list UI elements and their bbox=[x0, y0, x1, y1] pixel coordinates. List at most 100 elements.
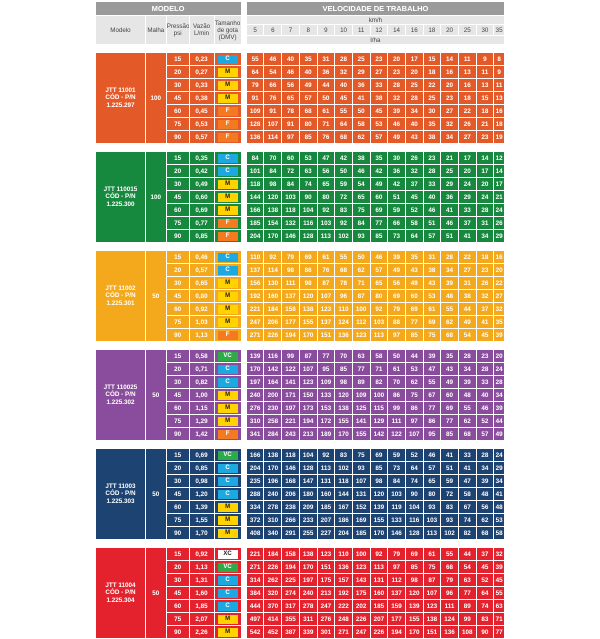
application-rate-cell: 32 bbox=[493, 547, 505, 561]
application-rate-cell: 155 bbox=[298, 315, 318, 329]
application-rate-cell: 69 bbox=[369, 448, 389, 462]
application-rate-cell: 55 bbox=[422, 375, 442, 389]
application-rate-cell: 46 bbox=[387, 117, 406, 131]
droplet-size-badge: M bbox=[217, 93, 238, 103]
column-header-gota: Tamanho de gota (DMV) bbox=[213, 15, 242, 45]
application-rate-cell: 56 bbox=[281, 78, 300, 92]
droplet-size-cell: XC bbox=[213, 547, 242, 561]
application-rate-cell: 233 bbox=[298, 513, 318, 527]
application-rate-cell: 133 bbox=[387, 513, 406, 527]
application-rate-cell: 92 bbox=[369, 547, 389, 561]
pressure-cell: 20 bbox=[165, 461, 190, 475]
application-rate-cell: 16 bbox=[457, 78, 477, 92]
application-rate-cell: 40 bbox=[334, 78, 353, 92]
group-spacer bbox=[95, 341, 505, 350]
application-rate-cell: 74 bbox=[457, 513, 477, 527]
group-spacer bbox=[95, 242, 505, 251]
application-rate-cell: 84 bbox=[245, 151, 265, 165]
droplet-size-cell: C bbox=[213, 599, 242, 613]
application-rate-cell: 38 bbox=[351, 151, 371, 165]
application-rate-cell: 55 bbox=[457, 401, 477, 415]
application-rate-cell: 139 bbox=[245, 349, 265, 363]
application-rate-cell: 39 bbox=[493, 328, 505, 342]
application-rate-cell: 170 bbox=[334, 427, 353, 441]
droplet-size-cell: C bbox=[213, 263, 242, 277]
droplet-size-badge: C bbox=[217, 54, 238, 64]
application-rate-cell: 118 bbox=[334, 474, 353, 488]
application-rate-cell: 68 bbox=[334, 263, 353, 277]
application-rate-cell: 172 bbox=[316, 414, 336, 428]
column-gap bbox=[240, 130, 247, 144]
application-rate-cell: 271 bbox=[245, 560, 265, 574]
pressure-cell: 30 bbox=[165, 276, 190, 290]
model-name-cell: JTT 11004 CÓD - P/N 1.225.304 bbox=[95, 547, 146, 639]
application-rate-cell: 52 bbox=[475, 414, 495, 428]
application-rate-cell: 271 bbox=[245, 328, 265, 342]
application-rate-cell: 29 bbox=[493, 229, 505, 243]
flow-rate-cell: 1,60 bbox=[188, 586, 215, 600]
modelo-section-title: MODELO bbox=[95, 2, 242, 16]
application-rate-cell: 17 bbox=[457, 151, 477, 165]
application-rate-cell: 20 bbox=[493, 263, 505, 277]
application-rate-cell: 100 bbox=[351, 547, 371, 561]
table-row: 30 0,65 M 156 130 111 98 87 78 71 65 56 49 43 39 31 26 22 bbox=[96, 276, 505, 290]
application-rate-cell: 32 bbox=[387, 91, 406, 105]
application-rate-cell: 118 bbox=[281, 203, 300, 217]
application-rate-cell: 80 bbox=[369, 289, 389, 303]
application-rate-cell: 91 bbox=[245, 91, 265, 105]
application-rate-cell: 27 bbox=[369, 65, 389, 79]
droplet-size-badge: C bbox=[217, 476, 238, 486]
application-rate-cell: 40 bbox=[298, 65, 318, 79]
application-rate-cell: 56 bbox=[387, 276, 406, 290]
application-rate-cell: 154 bbox=[263, 216, 283, 230]
speed-header-cell: 5 bbox=[245, 24, 265, 36]
droplet-size-badge: M bbox=[217, 416, 238, 426]
application-rate-cell: 155 bbox=[404, 612, 424, 626]
droplet-size-cell: C bbox=[213, 461, 242, 475]
droplet-size-badge: C bbox=[217, 463, 238, 473]
speed-header-cell: 35 bbox=[493, 24, 505, 36]
application-rate-cell: 42 bbox=[387, 177, 406, 191]
speed-values-row: 5 6 7 8 9 10 11 12 14 16 18 20 25 30 35 bbox=[96, 24, 505, 36]
application-rate-cell: 40 bbox=[281, 52, 300, 66]
flow-rate-cell: 0,38 bbox=[188, 91, 215, 105]
table-row: 60 1,39 M 334 278 238 209 185 167 152 139 119 104 93 8… bbox=[96, 500, 505, 514]
application-rate-cell: 262 bbox=[263, 573, 283, 587]
application-rate-cell: 68 bbox=[440, 328, 459, 342]
application-rate-cell: 98 bbox=[404, 573, 424, 587]
application-rate-cell: 170 bbox=[298, 328, 318, 342]
application-rate-cell: 62 bbox=[475, 513, 495, 527]
application-rate-cell: 167 bbox=[334, 500, 353, 514]
droplet-size-cell: M bbox=[213, 91, 242, 105]
application-rate-cell: 49 bbox=[493, 427, 505, 441]
droplet-size-cell: M bbox=[213, 78, 242, 92]
droplet-size-badge: F bbox=[217, 429, 238, 439]
application-rate-cell: 15 bbox=[475, 91, 495, 105]
application-rate-cell: 226 bbox=[369, 625, 389, 639]
application-rate-cell: 32 bbox=[404, 164, 424, 178]
pressure-cell: 75 bbox=[165, 513, 190, 527]
droplet-size-cell: C bbox=[213, 573, 242, 587]
pressure-cell: 30 bbox=[165, 573, 190, 587]
application-rate-cell: 98 bbox=[334, 375, 353, 389]
application-rate-cell: 301 bbox=[316, 625, 336, 639]
application-rate-cell: 25 bbox=[351, 52, 371, 66]
application-rate-cell: 19 bbox=[493, 130, 505, 144]
application-rate-cell: 55 bbox=[334, 250, 353, 264]
pressure-cell: 30 bbox=[165, 177, 190, 191]
table-row: JTT 11001 CÓD - P/N 1.225.297 100 15 0,23 C 5… bbox=[95, 52, 505, 144]
application-rate-cell: 65 bbox=[422, 474, 442, 488]
pressure-cell: 45 bbox=[165, 487, 190, 501]
table-row: 60 0,45 F 109 91 78 68 61 55 50 45 39 34 30 27 22 18 16 bbox=[96, 104, 505, 118]
application-rate-cell: 95 bbox=[422, 427, 442, 441]
application-rate-cell: 11 bbox=[493, 78, 505, 92]
application-rate-cell: 226 bbox=[263, 560, 283, 574]
application-rate-cell: 73 bbox=[387, 229, 406, 243]
application-rate-cell: 113 bbox=[316, 229, 336, 243]
speed-header-cell: 18 bbox=[422, 24, 442, 36]
droplet-size-badge: VC bbox=[217, 351, 238, 361]
pressure-cell: 60 bbox=[165, 401, 190, 415]
pressure-cell: 90 bbox=[165, 130, 190, 144]
table-row: 75 1,29 M 310 258 221 194 172 155 141 129 111 97 86 77… bbox=[96, 414, 505, 428]
droplet-size-badge: C bbox=[217, 489, 238, 499]
